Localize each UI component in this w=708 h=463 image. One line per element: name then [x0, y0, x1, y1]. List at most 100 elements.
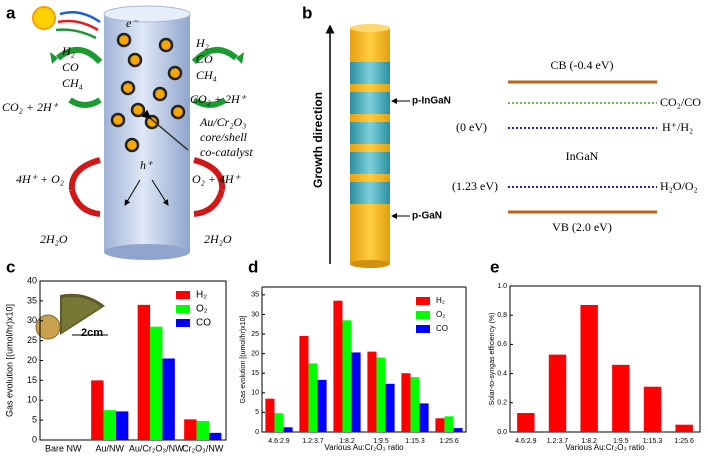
y-tick-label: 0.4 [497, 370, 507, 377]
x-tick-label: 4.6:2.9 [515, 438, 537, 445]
legend-label: CO [436, 324, 448, 333]
x-tick-label: Cr₂O₃/NW [182, 443, 224, 453]
panel-a-shape [192, 97, 227, 108]
product-label: CO [196, 52, 213, 66]
x-tick-label: 1:8.2 [339, 438, 355, 445]
panel-a-shape-shape [152, 86, 168, 102]
x-tick-label: 1.2:3.7 [547, 438, 569, 445]
panel-a-shape-shape [170, 104, 186, 120]
x-tick-label: 1:9.5 [373, 438, 389, 445]
y-tick-label: 35 [251, 292, 259, 299]
panel-a-shape [151, 179, 169, 206]
x-tick-label: 1:15.3 [405, 438, 425, 445]
y-axis-label: Solar-to-syngas efficiency (%) [489, 313, 496, 406]
panel-a-shape [141, 109, 189, 151]
panel-b: b Growth direction p-InGaN p-GaN CB (-0.… [302, 3, 701, 268]
inset-photo [35, 285, 115, 343]
panel-a-shape-shape [120, 80, 136, 96]
bar [401, 373, 411, 432]
panel-a-shape [193, 157, 226, 191]
panel-b-shape [350, 260, 390, 268]
redox-label: H₂O/O₂ [660, 179, 698, 193]
y-tick-label: 10 [251, 390, 259, 397]
x-tick-label: Au/Cr₂O₃/NW [129, 443, 184, 453]
y-tick-label: 0.6 [497, 341, 507, 348]
panel-a-shape [124, 179, 141, 206]
bar [376, 357, 386, 432]
legend-label: O₂ [196, 304, 208, 315]
bar [612, 364, 630, 432]
panel-a-shape [193, 189, 225, 217]
y-tick-label: 20 [27, 355, 37, 365]
bar [162, 358, 175, 440]
panel-a-shape-shape [130, 102, 146, 118]
panel-a-shape [68, 157, 101, 191]
panel-label: b [302, 3, 312, 22]
bar [453, 428, 463, 432]
legend-label: CO [196, 318, 211, 329]
product-label: CH₄ [196, 68, 217, 82]
plot-frame [261, 286, 467, 433]
x-tick-label: Bare NW [45, 443, 82, 453]
x-tick-label: 1:8.2 [581, 438, 597, 445]
bar [419, 403, 429, 432]
bar [299, 335, 309, 432]
inset-photo-shape [62, 297, 101, 332]
product-label: CO [62, 60, 79, 74]
panel-b-shape [350, 122, 390, 144]
bar [150, 326, 163, 440]
bar [184, 419, 197, 440]
x-tick-label: Au/NW [95, 443, 124, 453]
panel-label: c [6, 257, 15, 276]
axis-label: Growth direction [311, 92, 325, 188]
y-tick-label: 1.0 [497, 283, 507, 290]
y-tick-label: 0 [255, 429, 259, 436]
bar [137, 304, 151, 440]
bar [196, 420, 209, 440]
band-label: VB (2.0 eV) [552, 220, 612, 234]
x-tick-label: 1:25.6 [439, 438, 459, 445]
bar [91, 380, 104, 440]
bar [103, 410, 116, 440]
panel-b-shape [350, 92, 390, 114]
panel-a-shape [103, 5, 191, 23]
y-tick-label: 40 [27, 275, 37, 285]
legend-swatch [176, 291, 190, 299]
x-tick-label: 1:9.5 [613, 438, 629, 445]
bar [342, 320, 352, 432]
legend-label: H₂ [436, 296, 445, 305]
bar [351, 352, 361, 432]
bar [580, 304, 598, 432]
redox-label: CO₂/CO [660, 95, 701, 109]
x-tick-label: 4.6:2.9 [268, 438, 290, 445]
reactant-label: CO₂ + 2H⁺ [190, 92, 248, 106]
bar [410, 377, 420, 432]
material-label: InGaN [566, 149, 599, 163]
x-tick-label: 1.2:3.7 [302, 438, 324, 445]
panel-a-shape-shape [110, 112, 126, 128]
bar [444, 416, 454, 432]
product-label: H₂ [61, 44, 75, 58]
segment-label: p-InGaN [412, 96, 451, 107]
oxygen-label: O₂ + 4H⁺ [192, 172, 242, 186]
product-label: CH₄ [62, 76, 83, 90]
oxygen-label: 4H⁺ + O₂ [16, 172, 64, 186]
band-label: CB (-0.4 eV) [551, 58, 614, 72]
panel-a-shape-shape [167, 65, 183, 81]
bar [385, 383, 395, 432]
bar [333, 300, 343, 432]
x-axis-label: Various Au:Cr₂O₃ ratio [324, 443, 404, 452]
panel-a-shape [68, 97, 102, 108]
bar [643, 386, 662, 432]
bar [367, 351, 377, 432]
panel-a-shape-shape [144, 114, 160, 130]
panel-a-shape [56, 47, 103, 65]
y-tick-label: 0.8 [497, 312, 507, 319]
bar [208, 432, 222, 440]
panel-b-shape [350, 152, 390, 174]
bar [115, 411, 129, 440]
y-tick-label: 5 [32, 415, 37, 425]
panel-a-shape [50, 52, 58, 64]
legend-swatch [416, 297, 430, 305]
cocatalyst-label: core/shell [200, 130, 248, 144]
